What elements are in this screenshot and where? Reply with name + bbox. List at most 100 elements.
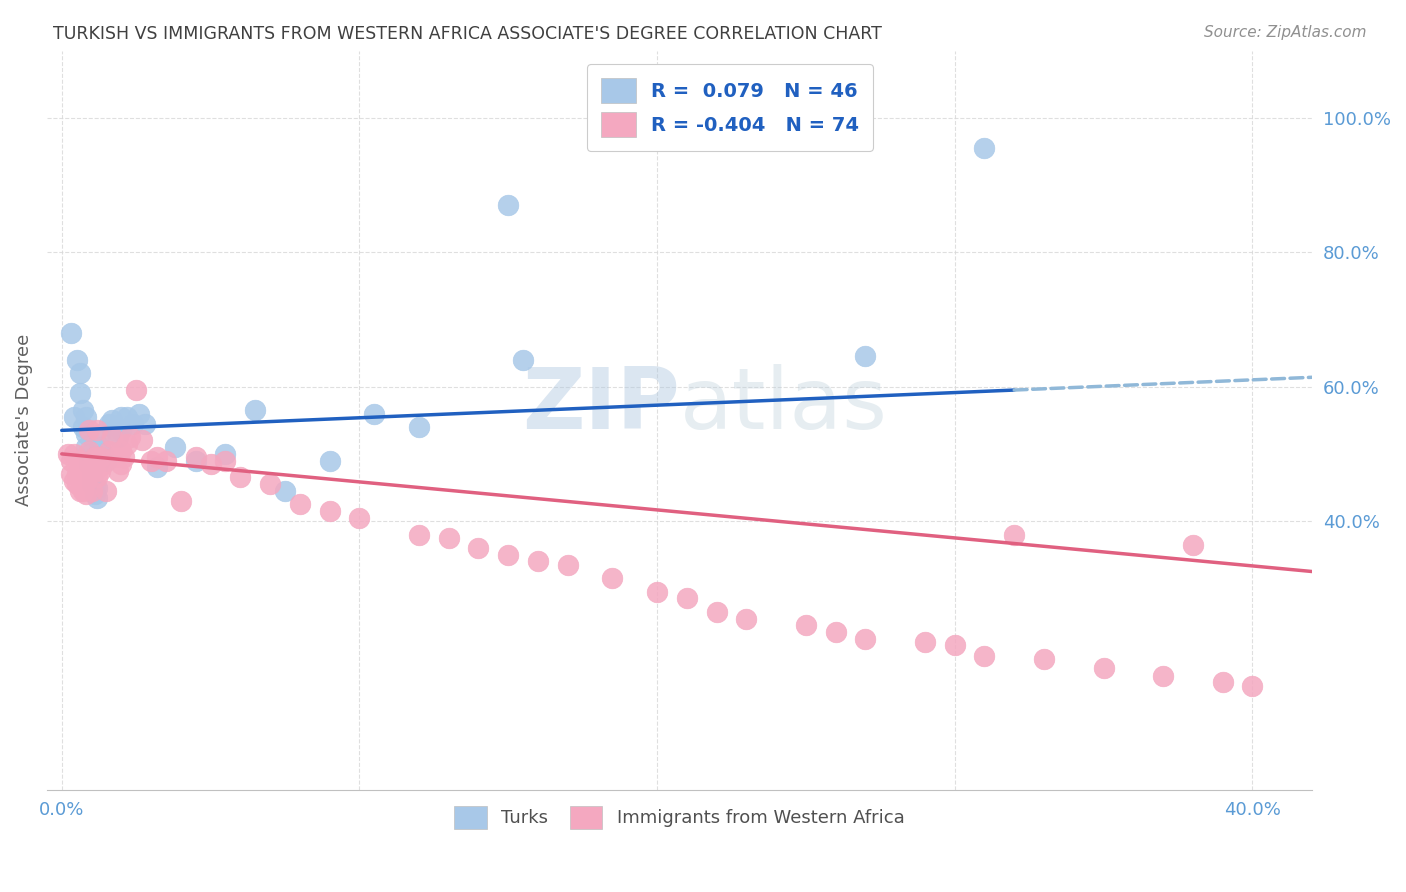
Point bbox=[75, 474, 97, 488]
Point bbox=[75, 409, 97, 424]
Point bbox=[943, 639, 966, 653]
Y-axis label: Associate's Degree: Associate's Degree bbox=[15, 334, 32, 507]
Point bbox=[200, 457, 222, 471]
Point bbox=[75, 426, 97, 441]
Point bbox=[104, 423, 127, 437]
Point bbox=[794, 618, 817, 632]
Point bbox=[735, 611, 758, 625]
Point bbox=[112, 450, 135, 465]
Point bbox=[89, 426, 111, 441]
Point bbox=[146, 450, 169, 465]
Point bbox=[104, 450, 127, 465]
Point bbox=[72, 420, 94, 434]
Point bbox=[89, 440, 111, 454]
Point bbox=[914, 635, 936, 649]
Text: TURKISH VS IMMIGRANTS FROM WESTERN AFRICA ASSOCIATE'S DEGREE CORRELATION CHART: TURKISH VS IMMIGRANTS FROM WESTERN AFRIC… bbox=[53, 25, 883, 43]
Point bbox=[973, 648, 995, 663]
Point bbox=[437, 531, 460, 545]
Point bbox=[274, 483, 297, 498]
Point bbox=[93, 447, 115, 461]
Point bbox=[602, 571, 624, 585]
Point bbox=[496, 198, 519, 212]
Point bbox=[675, 591, 697, 606]
Point bbox=[83, 481, 105, 495]
Point bbox=[77, 447, 100, 461]
Point bbox=[98, 443, 121, 458]
Point bbox=[107, 464, 129, 478]
Point bbox=[77, 443, 100, 458]
Legend: Turks, Immigrants from Western Africa: Turks, Immigrants from Western Africa bbox=[447, 798, 911, 837]
Point bbox=[496, 548, 519, 562]
Point bbox=[59, 467, 82, 481]
Point bbox=[363, 407, 385, 421]
Point bbox=[75, 440, 97, 454]
Point bbox=[117, 437, 139, 451]
Point bbox=[1092, 660, 1115, 674]
Point bbox=[824, 625, 846, 640]
Point bbox=[117, 409, 139, 424]
Point bbox=[110, 423, 132, 437]
Point bbox=[107, 430, 129, 444]
Point bbox=[408, 527, 430, 541]
Point bbox=[77, 457, 100, 471]
Point bbox=[59, 453, 82, 467]
Point bbox=[110, 443, 132, 458]
Point bbox=[855, 632, 877, 646]
Point bbox=[93, 457, 115, 471]
Text: atlas: atlas bbox=[679, 364, 887, 447]
Point bbox=[72, 483, 94, 498]
Point bbox=[80, 464, 103, 478]
Point bbox=[83, 487, 105, 501]
Point bbox=[86, 481, 108, 495]
Point bbox=[120, 430, 142, 444]
Point bbox=[1152, 668, 1174, 682]
Point bbox=[110, 409, 132, 424]
Point bbox=[66, 467, 89, 481]
Point bbox=[1181, 538, 1204, 552]
Point bbox=[214, 447, 236, 461]
Point bbox=[72, 464, 94, 478]
Point bbox=[72, 470, 94, 484]
Point bbox=[89, 450, 111, 465]
Point bbox=[245, 403, 267, 417]
Point bbox=[80, 483, 103, 498]
Point bbox=[973, 141, 995, 155]
Point bbox=[86, 423, 108, 437]
Point bbox=[69, 483, 91, 498]
Point bbox=[229, 470, 252, 484]
Point bbox=[86, 491, 108, 505]
Point bbox=[527, 554, 550, 568]
Point bbox=[62, 409, 84, 424]
Point bbox=[83, 450, 105, 465]
Text: Source: ZipAtlas.com: Source: ZipAtlas.com bbox=[1204, 25, 1367, 40]
Point bbox=[134, 417, 156, 431]
Point bbox=[139, 453, 162, 467]
Point bbox=[86, 470, 108, 484]
Point bbox=[467, 541, 489, 555]
Point bbox=[98, 417, 121, 431]
Text: ZIP: ZIP bbox=[522, 364, 679, 447]
Point bbox=[706, 605, 728, 619]
Point bbox=[155, 453, 177, 467]
Point bbox=[101, 430, 124, 444]
Point bbox=[83, 464, 105, 478]
Point bbox=[184, 450, 207, 465]
Point bbox=[128, 407, 150, 421]
Point bbox=[1212, 675, 1234, 690]
Point bbox=[80, 470, 103, 484]
Point bbox=[131, 434, 153, 448]
Point bbox=[170, 494, 193, 508]
Point bbox=[125, 383, 148, 397]
Point bbox=[75, 487, 97, 501]
Point bbox=[59, 326, 82, 340]
Point bbox=[66, 352, 89, 367]
Point bbox=[80, 477, 103, 491]
Point bbox=[66, 477, 89, 491]
Point bbox=[77, 423, 100, 437]
Point bbox=[69, 366, 91, 380]
Point bbox=[122, 417, 145, 431]
Point bbox=[72, 403, 94, 417]
Point bbox=[146, 460, 169, 475]
Point bbox=[75, 467, 97, 481]
Point bbox=[288, 497, 311, 511]
